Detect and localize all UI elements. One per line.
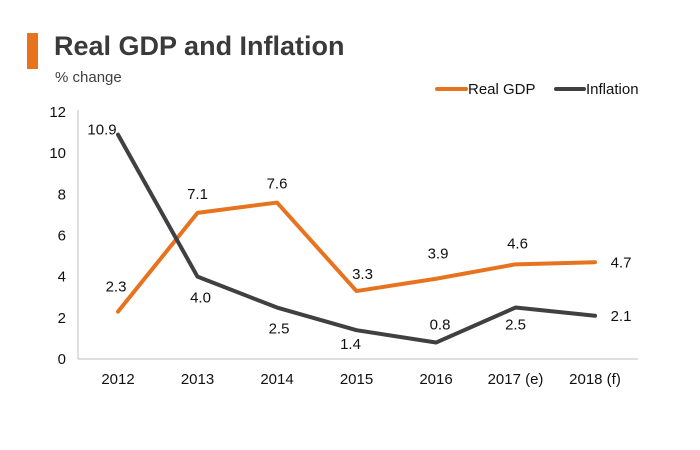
real-gdp-data-label: 7.6 [267, 176, 288, 193]
y-tick-label: 2 [58, 310, 66, 327]
y-tick-label: 12 [49, 104, 66, 121]
x-tick-label: 2017 (e) [488, 371, 544, 388]
title-accent-bar [27, 33, 38, 69]
real-gdp-data-label: 3.9 [428, 246, 449, 263]
inflation-data-label: 2.5 [505, 317, 526, 334]
legend-real-gdp-label: Real GDP [468, 81, 536, 98]
y-axis-unit-label: % change [55, 69, 122, 86]
inflation-line [116, 132, 597, 345]
y-tick-label: 8 [58, 186, 66, 203]
y-tick-label: 4 [58, 269, 66, 286]
inflation-data-label: 10.9 [87, 122, 116, 139]
y-tick-label: 10 [49, 145, 66, 162]
legend-inflation-label: Inflation [586, 81, 639, 98]
y-tick-label: 6 [58, 228, 66, 245]
inflation-data-label: 0.8 [430, 317, 451, 334]
real-gdp-data-label: 4.6 [507, 235, 528, 252]
real-gdp-data-label: 2.3 [106, 279, 127, 296]
real-gdp-line [116, 200, 597, 314]
real-gdp-data-label: 4.7 [611, 254, 632, 271]
x-tick-label: 2015 [340, 371, 373, 388]
inflation-data-label: 2.5 [269, 321, 290, 338]
chart-title: Real GDP and Inflation [54, 31, 345, 61]
x-tick-label: 2012 [101, 371, 134, 388]
y-tick-label: 0 [58, 351, 66, 368]
real-gdp-data-label: 3.3 [352, 266, 373, 283]
real-gdp-data-label: 7.1 [187, 186, 208, 203]
x-tick-label: 2016 [419, 371, 452, 388]
x-tick-label: 2013 [181, 371, 214, 388]
x-tick-label: 2018 (f) [569, 371, 621, 388]
inflation-data-label: 4.0 [190, 290, 211, 307]
inflation-data-label: 2.1 [611, 308, 632, 325]
inflation-data-label: 1.4 [340, 336, 361, 353]
x-tick-label: 2014 [260, 371, 293, 388]
